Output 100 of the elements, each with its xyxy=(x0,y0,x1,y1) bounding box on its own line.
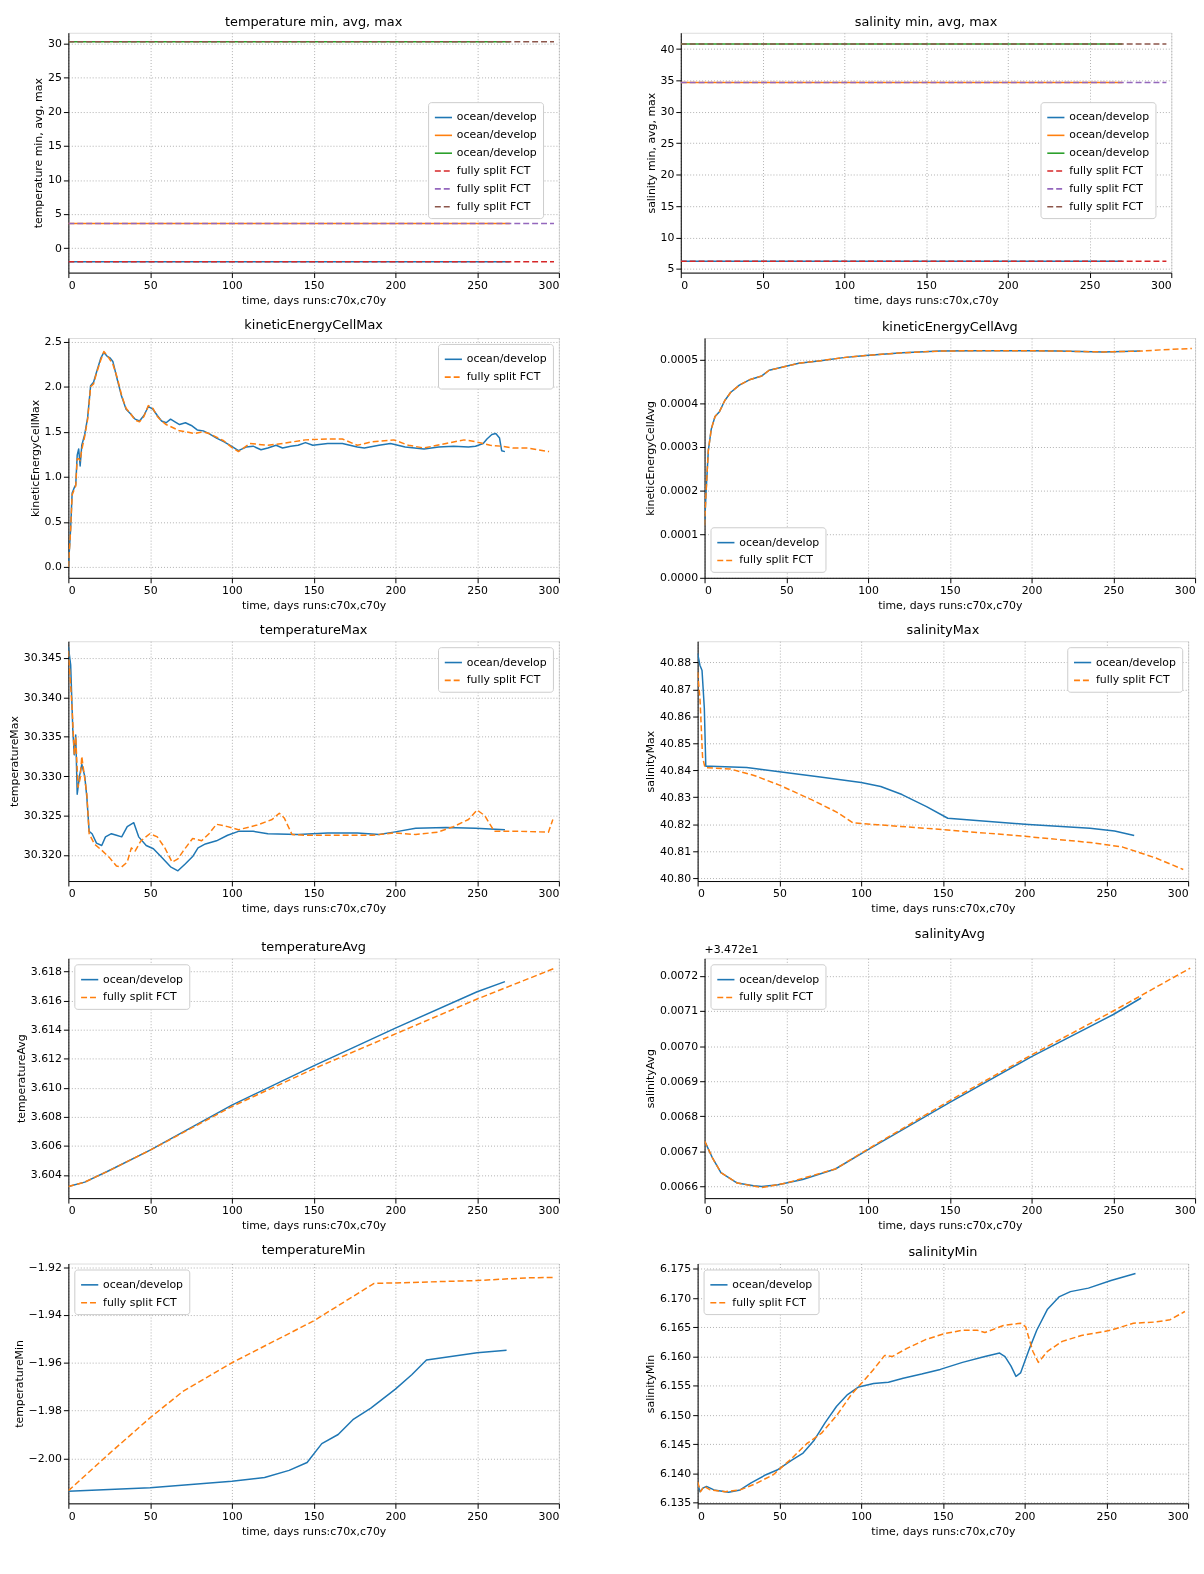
x-tick-label: 50 xyxy=(143,887,158,901)
y-tick-label: 20 xyxy=(48,105,62,119)
x-tick-label: 50 xyxy=(143,584,158,598)
y-tick-label: 0.0066 xyxy=(660,1180,699,1194)
chart-title: salinity min, avg, max xyxy=(854,13,998,29)
y-axis-title: salinityMin xyxy=(644,1354,658,1414)
x-tick-label: 250 xyxy=(1096,887,1118,901)
x-tick-label: 50 xyxy=(779,1204,794,1218)
chart-title: temperatureAvg xyxy=(261,939,367,955)
y-tick-label: 2.5 xyxy=(44,335,62,349)
x-tick-label: 150 xyxy=(303,584,325,598)
y-tick-label: 0.5 xyxy=(44,515,62,529)
x-tick-label: 0 xyxy=(68,1509,76,1523)
text: +3.472e1 xyxy=(704,943,759,957)
y-tick-label: −2.00 xyxy=(28,1451,62,1465)
x-tick-label: 100 xyxy=(221,1509,243,1523)
line-series xyxy=(697,1310,1186,1493)
y-axis-title: temperatureMin xyxy=(12,1340,26,1428)
x-tick-label: 100 xyxy=(221,278,243,292)
x-tick-label: 100 xyxy=(851,887,873,901)
y-tick-label: 6.155 xyxy=(660,1379,692,1393)
line-series xyxy=(68,1349,508,1492)
y-tick-label: 30 xyxy=(660,105,675,119)
y-tick-label: 3.618 xyxy=(30,964,62,978)
y-tick-label: −1.92 xyxy=(28,1260,62,1274)
legend-label: fully split FCT xyxy=(456,199,531,213)
legend-label: ocean/develop xyxy=(456,146,537,160)
x-tick-label: 250 xyxy=(1079,278,1101,292)
y-tick-label: 30.335 xyxy=(23,730,62,744)
x-tick-label: 100 xyxy=(834,278,856,292)
y-tick-label: 3.604 xyxy=(30,1168,62,1182)
x-tick-label: 150 xyxy=(932,1509,954,1523)
x-tick-label: 250 xyxy=(1103,1204,1125,1218)
y-tick-label: 25 xyxy=(660,136,675,150)
x-axis-title: time, days runs:c70x,c70y xyxy=(854,293,1000,307)
x-tick-label: 150 xyxy=(939,584,961,598)
y-tick-label: 3.608 xyxy=(30,1110,62,1124)
y-tick-label: 0.0 xyxy=(44,560,62,574)
x-tick-label: 200 xyxy=(997,278,1019,292)
x-tick-label: 300 xyxy=(1151,278,1172,292)
x-tick-label: 0 xyxy=(68,1204,76,1218)
legend-label: ocean/develop xyxy=(466,352,547,366)
y-tick-label: 3.610 xyxy=(30,1081,62,1095)
legend-label: fully split FCT xyxy=(1069,181,1144,195)
y-tick-label: 40.81 xyxy=(660,844,692,858)
x-axis-title: time, days runs:c70x,c70y xyxy=(871,1524,1017,1538)
x-tick-label: 0 xyxy=(68,887,76,901)
x-tick-label: 300 xyxy=(538,1509,560,1523)
y-tick-label: 40.86 xyxy=(660,709,692,723)
x-tick-label: 200 xyxy=(385,584,407,598)
line-series xyxy=(697,1272,1137,1493)
x-tick-label: 300 xyxy=(1167,1509,1189,1523)
legend-label: ocean/develop xyxy=(732,1277,813,1291)
y-tick-label: 6.150 xyxy=(660,1408,692,1422)
legend-label: fully split FCT xyxy=(103,990,177,1004)
y-tick-label: 3.614 xyxy=(30,1023,62,1037)
x-axis-title: time, days runs:c70x,c70y xyxy=(241,1524,387,1538)
y-tick-label: 6.175 xyxy=(660,1262,692,1276)
chart-title: kineticEnergyCellAvg xyxy=(881,319,1018,335)
y-tick-label: 40.82 xyxy=(660,817,692,831)
y-tick-label: −1.94 xyxy=(28,1308,62,1322)
y-tick-label: 15 xyxy=(660,199,675,213)
chart-title: kineticEnergyCellMax xyxy=(244,316,384,332)
y-tick-label: 6.170 xyxy=(660,1291,692,1305)
x-tick-label: 300 xyxy=(538,278,560,292)
legend-label: fully split FCT xyxy=(739,553,814,567)
y-tick-label: 35 xyxy=(660,73,675,87)
y-tick-label: 0.0004 xyxy=(660,396,699,410)
y-tick-label: 30.340 xyxy=(23,690,62,704)
y-tick-label: 6.145 xyxy=(660,1437,692,1451)
y-axis-title: temperatureMax xyxy=(7,715,21,808)
y-tick-label: 1.0 xyxy=(44,470,62,484)
legend-label: ocean/develop xyxy=(739,535,820,549)
x-tick-label: 150 xyxy=(303,887,325,901)
y-tick-label: 0.0068 xyxy=(660,1109,699,1123)
x-tick-label: 250 xyxy=(467,584,489,598)
x-tick-label: 50 xyxy=(779,584,794,598)
x-tick-label: 150 xyxy=(939,1204,961,1218)
legend-label: ocean/develop xyxy=(1095,655,1177,669)
y-tick-label: 10 xyxy=(660,230,675,244)
y-axis-title: kineticEnergyCellMax xyxy=(28,399,42,518)
y-tick-label: 0.0001 xyxy=(660,527,699,541)
y-tick-label: 20 xyxy=(660,168,675,182)
chart-title: salinityMax xyxy=(906,622,980,638)
x-tick-label: 250 xyxy=(1103,584,1125,598)
x-tick-label: 100 xyxy=(221,887,243,901)
x-tick-label: 300 xyxy=(1167,887,1189,901)
y-tick-label: −1.96 xyxy=(28,1356,62,1370)
legend-label: fully split FCT xyxy=(1069,199,1144,213)
legend-label: ocean/develop xyxy=(739,972,820,986)
y-tick-label: 0.0072 xyxy=(660,969,699,983)
x-tick-label: 300 xyxy=(1174,1204,1196,1218)
x-tick-label: 200 xyxy=(1014,1509,1036,1523)
legend-label: fully split FCT xyxy=(466,370,541,384)
x-tick-label: 250 xyxy=(467,1204,489,1218)
y-tick-label: 6.135 xyxy=(660,1496,692,1510)
y-tick-label: 3.612 xyxy=(30,1052,62,1066)
x-tick-label: 150 xyxy=(303,278,325,292)
chart-title: salinityMin xyxy=(908,1243,978,1259)
line-series xyxy=(704,967,1191,1189)
